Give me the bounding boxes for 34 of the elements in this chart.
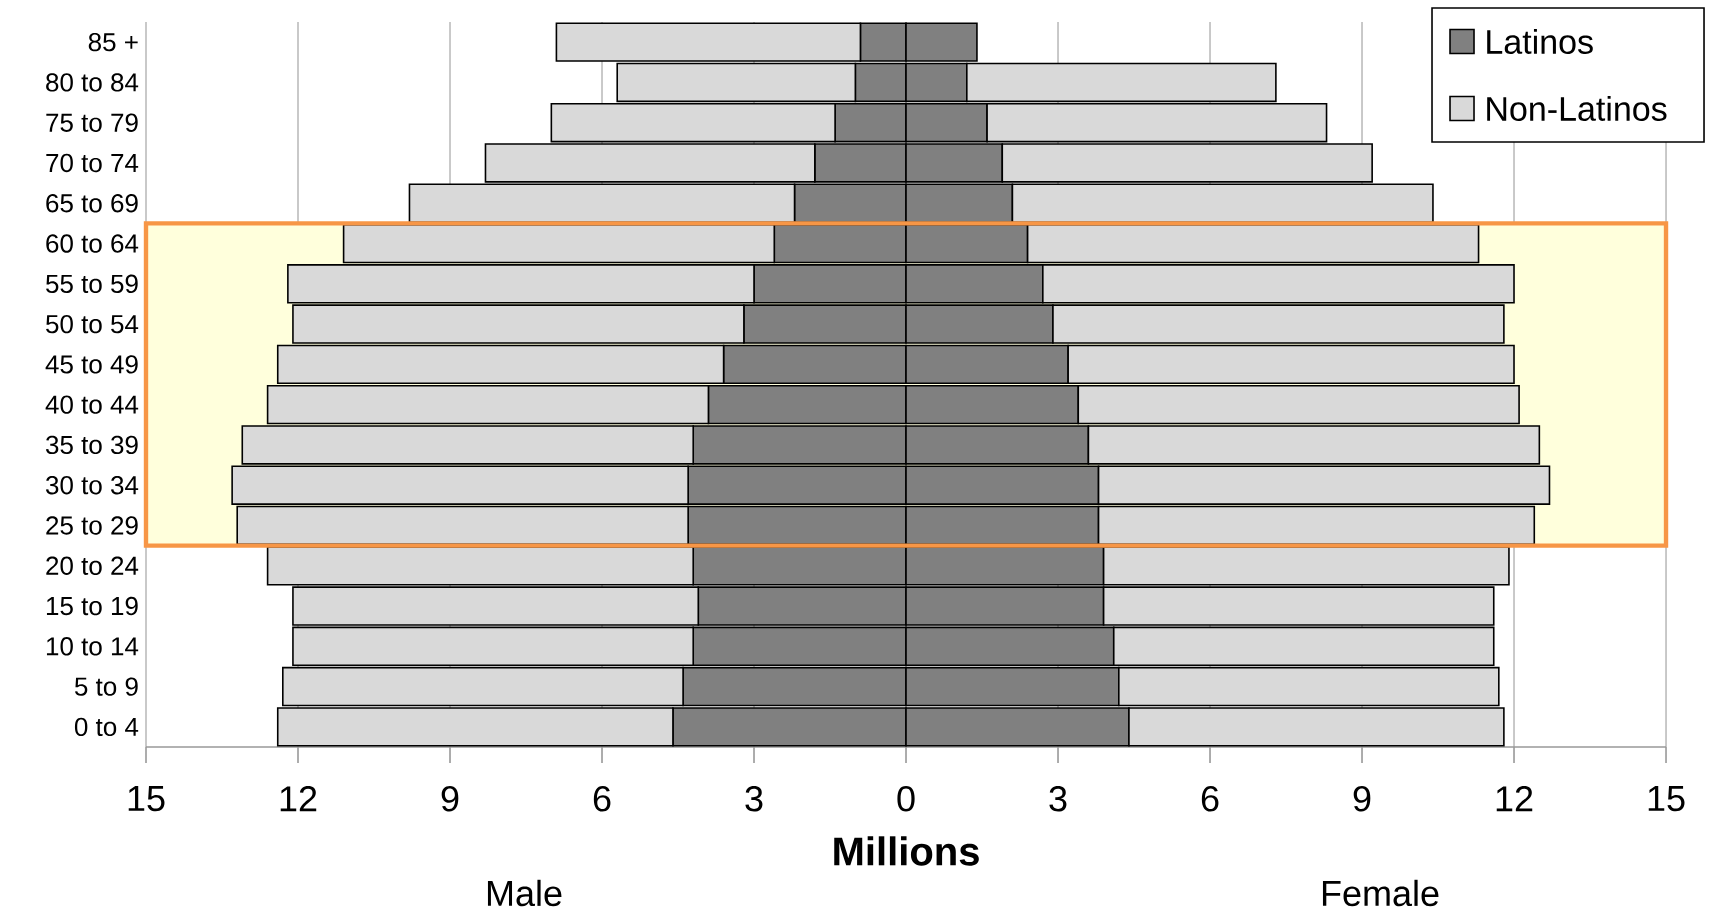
y-tick-label: 60 to 64 xyxy=(46,234,139,253)
x-tick-label: 12 xyxy=(280,786,317,812)
y-tick-label: 75 to 79 xyxy=(46,113,138,132)
x-tick-label: 0 xyxy=(897,786,915,812)
x-tick-label: 9 xyxy=(441,786,459,812)
y-tick-label: 35 to 39 xyxy=(45,435,138,455)
y-tick-label: 85 + xyxy=(88,32,138,52)
y-tick-label: 25 to 29 xyxy=(46,516,138,535)
legend-label: Latinos xyxy=(1487,29,1593,54)
x-tick-label: 9 xyxy=(1353,786,1371,812)
y-tick-label: 55 to 59 xyxy=(46,274,138,294)
x-tick-label: 12 xyxy=(1496,786,1533,812)
x-tick-label: 15 xyxy=(1648,786,1685,812)
y-tick-label: 15 to 19 xyxy=(46,596,138,616)
x-tick-label: 3 xyxy=(1049,786,1067,812)
y-tick-label: 20 to 24 xyxy=(46,556,139,575)
y-tick-label: 80 to 84 xyxy=(46,73,139,92)
y-tick-label: 30 to 34 xyxy=(45,475,139,495)
x-axis-title: Millions xyxy=(834,836,979,866)
x-tick-label: 3 xyxy=(745,786,763,812)
y-tick-label: 40 to 44 xyxy=(45,395,139,414)
y-tick-label: 50 to 54 xyxy=(46,314,139,334)
x-tick-label: 15 xyxy=(128,786,165,812)
text: Male xyxy=(487,879,562,907)
x-tick-label: 6 xyxy=(593,786,611,812)
x-tick-label: 6 xyxy=(1201,786,1219,812)
y-tick-label: 10 to 14 xyxy=(46,637,139,656)
y-tick-label: 5 to 9 xyxy=(74,677,138,696)
text: Female xyxy=(1322,879,1439,907)
y-tick-label: 65 to 69 xyxy=(46,194,138,213)
y-tick-label: 0 to 4 xyxy=(74,717,139,737)
y-tick-label: 70 to 74 xyxy=(46,153,139,173)
y-tick-label: 45 to 49 xyxy=(45,355,138,374)
legend-label: Non-Latinos xyxy=(1487,96,1667,121)
